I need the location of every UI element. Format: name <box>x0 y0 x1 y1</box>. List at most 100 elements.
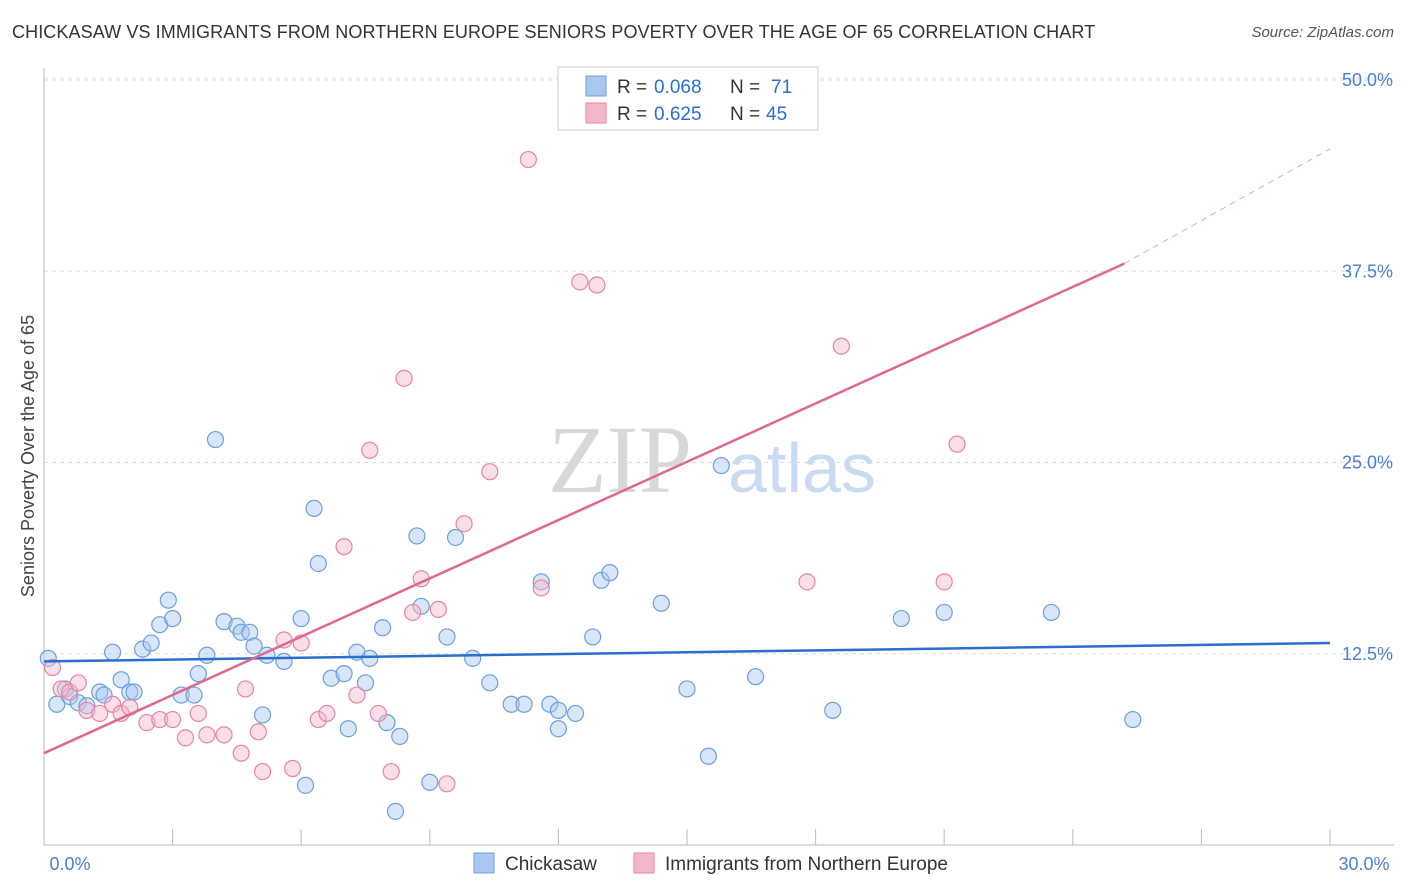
chickasaw-point <box>408 527 426 545</box>
y-tick-label: 25.0% <box>1342 453 1393 473</box>
chickasaw-point <box>198 646 216 664</box>
chickasaw-point <box>421 773 439 791</box>
chickasaw-point <box>356 674 375 692</box>
chickasaw-point <box>746 668 765 686</box>
northern-europe-point <box>249 723 267 741</box>
chickasaw-point <box>309 554 327 573</box>
chickasaw-point <box>678 680 696 698</box>
northern-europe-point <box>429 600 447 618</box>
y-axis-label: Seniors Poverty Over the Age of 65 <box>18 315 38 597</box>
chickasaw-point <box>335 665 353 683</box>
chickasaw-point <box>481 674 499 692</box>
chickasaw-point <box>566 704 585 723</box>
northern-europe-point <box>935 573 953 591</box>
chickasaw-point <box>446 528 465 547</box>
northern-europe-point <box>571 273 589 291</box>
x-ticks <box>43 829 1331 845</box>
northern-europe-point <box>335 538 353 556</box>
chickasaw-point <box>378 713 396 732</box>
axes <box>43 68 1394 846</box>
legend-swatch-northern-europe <box>585 102 607 124</box>
legend-r-value: 0.068 <box>654 77 702 98</box>
northern-europe-point <box>588 276 606 294</box>
chickasaw-point <box>601 564 619 582</box>
northern-europe-point <box>532 579 550 597</box>
x-tick-label-min: 0.0% <box>49 854 90 874</box>
bottom-legend-label-northern-europe: Immigrants from Northern Europe <box>665 854 948 875</box>
chickasaw-point <box>652 594 670 612</box>
northern-europe-point <box>176 729 195 747</box>
chickasaw-point <box>515 695 533 713</box>
northern-europe-point <box>138 713 156 732</box>
x-tick-label-max: 30.0% <box>1338 854 1389 874</box>
legend-n-label: N = <box>730 77 760 98</box>
northern-europe-point <box>198 726 216 744</box>
bottom-legend-label-chickasaw: Chickasaw <box>505 854 597 875</box>
northern-europe-point <box>284 759 302 778</box>
northern-europe-point <box>189 704 207 723</box>
northern-europe-point <box>361 441 379 459</box>
northern-europe-point <box>232 744 250 762</box>
chickasaw-point <box>125 683 143 701</box>
northern-europe-point <box>103 695 122 713</box>
northern-europe-point <box>948 435 966 453</box>
legend-r-label: R = <box>617 104 647 125</box>
chickasaw-point <box>185 686 203 704</box>
chickasaw-point <box>412 597 430 615</box>
chickasaw-point <box>584 628 602 646</box>
chickasaw-point <box>541 695 559 713</box>
chickasaw-point <box>935 603 953 622</box>
northern-europe-point <box>348 686 366 704</box>
chickasaw-point <box>245 637 263 655</box>
chickasaw-point <box>305 499 323 517</box>
northern-europe-point <box>404 603 422 622</box>
chickasaw-point <box>164 609 182 628</box>
northern-europe-point <box>69 674 87 692</box>
y-tick-label: 50.0% <box>1342 70 1393 90</box>
northern-europe-points <box>43 98 966 793</box>
northern-europe-point <box>61 683 79 701</box>
legend-n-label: N = <box>730 104 760 125</box>
northern-europe-point <box>369 704 387 723</box>
chickasaw-point <box>241 623 259 641</box>
northern-europe-trend-extension <box>1123 148 1331 265</box>
chickasaw-point <box>502 695 520 713</box>
chickasaw-point <box>292 609 310 628</box>
northern-europe-point <box>798 573 816 591</box>
northern-europe-point <box>455 515 473 533</box>
northern-europe-trend-line <box>43 262 1125 755</box>
chickasaw-point <box>339 720 357 738</box>
chickasaw-point <box>215 613 233 631</box>
northern-europe-point <box>395 369 413 387</box>
chickasaw-point <box>275 652 293 671</box>
chickasaw-point <box>549 720 568 738</box>
legend-swatch-chickasaw <box>585 75 607 97</box>
chickasaw-point <box>549 701 568 719</box>
watermark-atlas: atlas <box>728 429 876 507</box>
source-credit: Source: ZipAtlas.com <box>1251 24 1394 41</box>
northern-europe-point <box>236 680 255 698</box>
northern-europe-point <box>164 710 182 729</box>
chickasaw-point <box>892 609 910 628</box>
northern-europe-point <box>438 775 456 793</box>
bottom-legend-swatch-chickasaw <box>473 852 495 874</box>
chickasaw-point <box>133 640 152 658</box>
northern-europe-point <box>309 710 327 729</box>
legend-n-value: 45 <box>766 104 787 125</box>
chickasaw-point <box>1042 603 1060 622</box>
northern-europe-point <box>43 658 62 677</box>
bottom-legend: Chickasaw Immigrants from Northern Europ… <box>473 852 948 875</box>
northern-europe-point <box>832 337 850 355</box>
northern-europe-point <box>382 762 400 781</box>
northern-europe-point <box>215 726 233 744</box>
chickasaw-point <box>206 430 225 449</box>
chickasaw-point <box>391 727 409 745</box>
chickasaw-trend-line <box>43 641 1331 663</box>
legend-r-value: 0.625 <box>654 104 702 125</box>
chickasaw-point <box>189 665 207 683</box>
chickasaw-point <box>254 706 272 724</box>
chickasaw-point <box>361 649 379 667</box>
chickasaw-point <box>296 776 315 794</box>
chickasaw-point <box>103 643 122 661</box>
chickasaw-point <box>374 619 392 637</box>
